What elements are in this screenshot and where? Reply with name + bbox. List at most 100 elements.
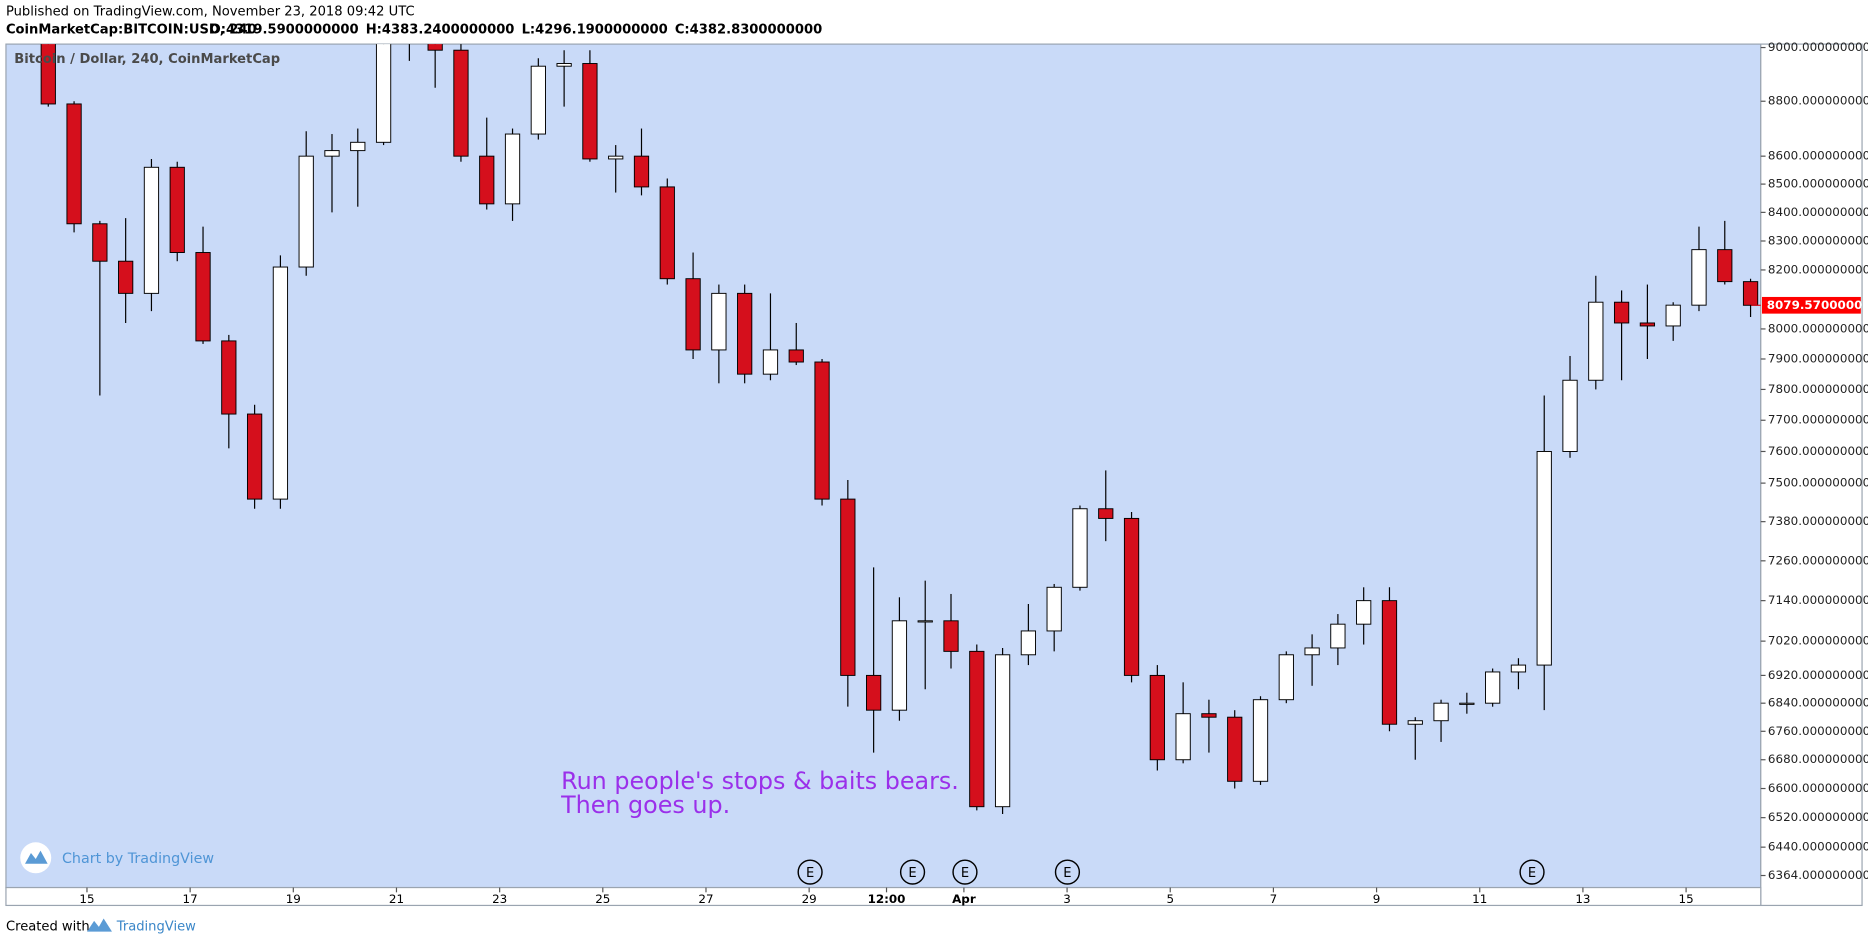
candle-body [530, 65, 546, 135]
candle-body [1459, 702, 1475, 705]
candle-body [1227, 716, 1243, 782]
x-tick-label: 5 [1166, 892, 1174, 906]
y-tick-label: 8600.0000000000 [1768, 149, 1868, 163]
chart-title: Bitcoin / Dollar, 240, CoinMarketCap [14, 52, 280, 67]
x-tick-label: 15 [79, 892, 94, 906]
candle-body [814, 361, 830, 500]
candle-body [169, 166, 185, 254]
candle-body [298, 155, 314, 268]
watermark-logo [20, 842, 52, 874]
x-tick-label: 11 [1472, 892, 1487, 906]
y-tick-label: 7900.0000000000 [1768, 351, 1868, 365]
symbol: CoinMarketCap:BITCOIN:USD, 240 [6, 22, 257, 37]
y-tick-label: 7700.0000000000 [1768, 413, 1868, 427]
candle-body [1510, 664, 1527, 673]
x-tick-label: 13 [1575, 892, 1590, 906]
ohlc-value: L:4296.1900000000 [522, 22, 668, 37]
candle-body [582, 63, 598, 160]
y-tick-label: 6364.0000000000 [1768, 868, 1868, 882]
event-marker [797, 859, 823, 885]
published: Published on TradingView.com, November 2… [6, 4, 415, 19]
candle-body [788, 349, 804, 363]
y-tick-label: 6600.0000000000 [1768, 781, 1868, 795]
y-tick-label: 8000.0000000000 [1768, 321, 1868, 335]
x-tick-label: 7 [1270, 892, 1278, 906]
candle-body [195, 252, 211, 342]
y-tick-label: 6760.0000000000 [1768, 724, 1868, 738]
candles [40, 44, 1759, 814]
candle-body [840, 498, 856, 676]
event-marker [952, 859, 978, 885]
candle-body [1562, 379, 1578, 452]
y-tick-label: 8200.0000000000 [1768, 262, 1868, 276]
event-marker [899, 859, 926, 885]
y-tick-label: 8400.0000000000 [1768, 205, 1868, 219]
candle-body [891, 620, 908, 711]
x-tick-label: Apr [952, 892, 976, 906]
candle-body [118, 260, 134, 294]
candle-body [92, 223, 108, 262]
candle-body [633, 155, 650, 188]
candle-body [1304, 647, 1320, 656]
y-tick-label: 8800.0000000000 [1768, 94, 1868, 108]
event-label: E [961, 866, 969, 881]
candle-body [66, 103, 82, 225]
candle-body [994, 654, 1011, 808]
y-tick-label: 8300.0000000000 [1768, 233, 1868, 247]
candle-body [453, 49, 469, 157]
candle-body [762, 349, 779, 375]
y-tick-label: 7500.0000000000 [1768, 476, 1868, 490]
candle-body [1072, 508, 1088, 588]
candle-body [1201, 713, 1217, 718]
candle-body [737, 292, 753, 375]
y-tick-label: 7140.0000000000 [1768, 593, 1868, 607]
candle-body [221, 340, 237, 415]
ohlc-value: H:4383.2400000000 [366, 22, 515, 37]
y-tick-label: 9000.0000000000 [1768, 40, 1868, 54]
y-tick-label: 8500.0000000000 [1768, 177, 1868, 191]
y-tick-label: 6680.0000000000 [1768, 752, 1868, 766]
ohlc: O:4319.5900000000 H:4383.2400000000 L:4296… [210, 22, 823, 37]
footer-text: Created with [6, 919, 90, 934]
x-tick-label: 15 [1679, 892, 1694, 906]
candle-body [1252, 699, 1269, 782]
candle-body [1046, 586, 1062, 632]
watermark: Chart by TradingView [62, 851, 214, 867]
candle-body [504, 133, 521, 205]
x-tick-label: 27 [698, 892, 713, 906]
event-label: E [908, 866, 916, 881]
x-tick-label: 29 [802, 892, 817, 906]
event-label: E [1063, 866, 1071, 881]
candle-body [1098, 508, 1114, 519]
candle-body [1356, 600, 1372, 625]
candle-body [943, 620, 959, 652]
last-price-box [1761, 296, 1861, 314]
candle-body [1639, 322, 1656, 327]
candle-body [917, 620, 933, 623]
x-tick-label: 3 [1063, 892, 1071, 906]
candle-body [1020, 630, 1037, 656]
annotation: Run people's stops & baits bears. [561, 767, 959, 795]
x-tick-label: 9 [1373, 892, 1381, 906]
candle-body [40, 44, 56, 105]
candle-body [1175, 713, 1191, 761]
x-axis-area [5, 886, 1762, 907]
x-tick-label: 25 [595, 892, 610, 906]
x-tick-label: 21 [389, 892, 404, 906]
y-tick-label: 7380.0000000000 [1768, 514, 1868, 528]
event-label: E [806, 866, 814, 881]
y-axis-area [1760, 43, 1863, 907]
candle-body [1717, 249, 1733, 283]
x-tick-label: 12:00 [868, 892, 906, 906]
watermark-logo [25, 850, 48, 864]
event-marker [1519, 859, 1545, 885]
plot-area [5, 43, 1762, 889]
candle-body [1691, 249, 1707, 306]
candle-body [479, 155, 495, 205]
candle-body [375, 44, 392, 143]
candle-body [556, 63, 572, 67]
candle-body [711, 292, 727, 351]
candle-body [1123, 517, 1140, 676]
candle-body [1149, 674, 1165, 761]
